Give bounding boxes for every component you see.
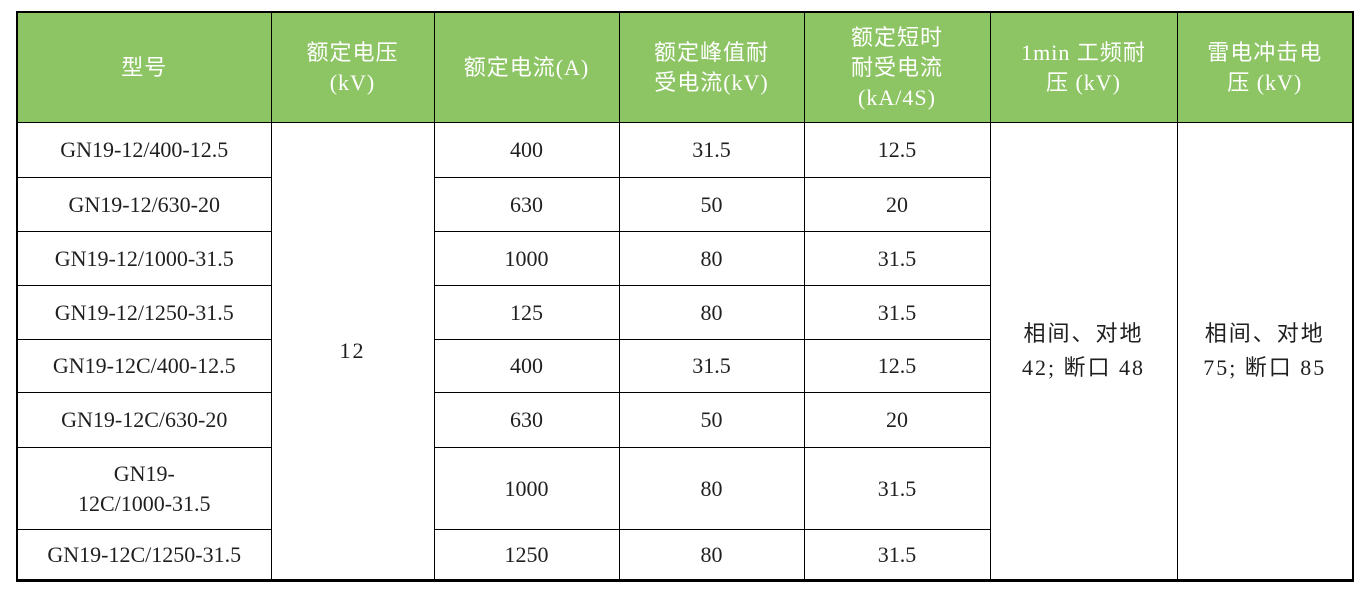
short-time-withstand-cell: 20: [803, 177, 991, 232]
peak-withstand-cell: 80: [618, 285, 805, 340]
short-time-withstand-cell: 31.5: [803, 529, 991, 581]
col-header-rated-current: 额定电流(A): [433, 11, 620, 123]
rated-current-cell: 400: [433, 122, 620, 178]
col-header-model: 型号: [16, 11, 272, 123]
table-row: GN19-12/1250-31.5 125 80 31.5: [16, 285, 1353, 340]
table-row: GN19- 12C/1000-31.5 1000 80 31.5: [16, 447, 1353, 530]
model-cell: GN19-12C/400-12.5: [16, 339, 272, 393]
model-cell: GN19-12C/1250-31.5: [16, 529, 272, 581]
table-row: GN19-12/400-12.5 12 400 31.5 12.5 相间、对地 …: [16, 122, 1354, 581]
rated-voltage-cell: 12: [270, 122, 435, 581]
spec-table: 型号 额定电压 (kV) 额定电流(A) 额定峰值耐 受电流(kV) 额定短时 …: [16, 11, 1354, 582]
peak-withstand-cell: 80: [618, 231, 805, 286]
model-cell: GN19-12/1000-31.5: [16, 231, 272, 286]
col-header-lightning-impulse-voltage: 雷电冲击电 压 (kV): [1176, 11, 1354, 123]
peak-withstand-cell: 31.5: [618, 339, 805, 393]
rated-current-cell: 1250: [433, 529, 620, 581]
short-time-withstand-cell: 31.5: [803, 447, 991, 530]
table-row: GN19-12/630-20 630 50 20: [16, 177, 1353, 232]
short-time-withstand-cell: 12.5: [803, 339, 991, 393]
model-cell: GN19-12/1250-31.5: [16, 285, 272, 340]
peak-withstand-cell: 80: [618, 447, 805, 530]
peak-withstand-cell: 80: [618, 529, 805, 581]
peak-withstand-cell: 31.5: [618, 122, 805, 178]
model-cell: GN19-12C/630-20: [16, 392, 272, 448]
lightning-impulse-cell: 相间、对地 75; 断口 85: [1176, 122, 1354, 581]
col-header-peak-withstand-current: 额定峰值耐 受电流(kV): [618, 11, 805, 123]
table-row: GN19-12C/630-20 630 50 20: [16, 392, 1353, 448]
model-cell: GN19- 12C/1000-31.5: [16, 447, 272, 530]
rated-current-cell: 630: [433, 177, 620, 232]
col-header-short-time-withstand-current: 额定短时 耐受电流 (kA/4S): [803, 11, 991, 123]
rated-current-cell: 1000: [433, 231, 620, 286]
rated-current-cell: 1000: [433, 447, 620, 530]
col-header-rated-voltage: 额定电压 (kV): [270, 11, 435, 123]
rated-current-cell: 630: [433, 392, 620, 448]
power-frequency-withstand-cell: 相间、对地 42; 断口 48: [989, 122, 1178, 581]
model-cell: GN19-12/400-12.5: [16, 122, 272, 178]
short-time-withstand-cell: 31.5: [803, 285, 991, 340]
short-time-withstand-cell: 31.5: [803, 231, 991, 286]
table-header-row: 型号 额定电压 (kV) 额定电流(A) 额定峰值耐 受电流(kV) 额定短时 …: [16, 11, 1354, 123]
rated-current-cell: 400: [433, 339, 620, 393]
peak-withstand-cell: 50: [618, 392, 805, 448]
model-cell: GN19-12/630-20: [16, 177, 272, 232]
peak-withstand-cell: 50: [618, 177, 805, 232]
short-time-withstand-cell: 20: [803, 392, 991, 448]
rated-current-cell: 125: [433, 285, 620, 340]
col-header-power-frequency-withstand-voltage: 1min 工频耐 压 (kV): [989, 11, 1178, 123]
table-row: GN19-12/1000-31.5 1000 80 31.5: [16, 231, 1353, 286]
table-row: GN19-12C/1250-31.5 1250 80 31.5: [16, 529, 1353, 581]
short-time-withstand-cell: 12.5: [803, 122, 991, 178]
